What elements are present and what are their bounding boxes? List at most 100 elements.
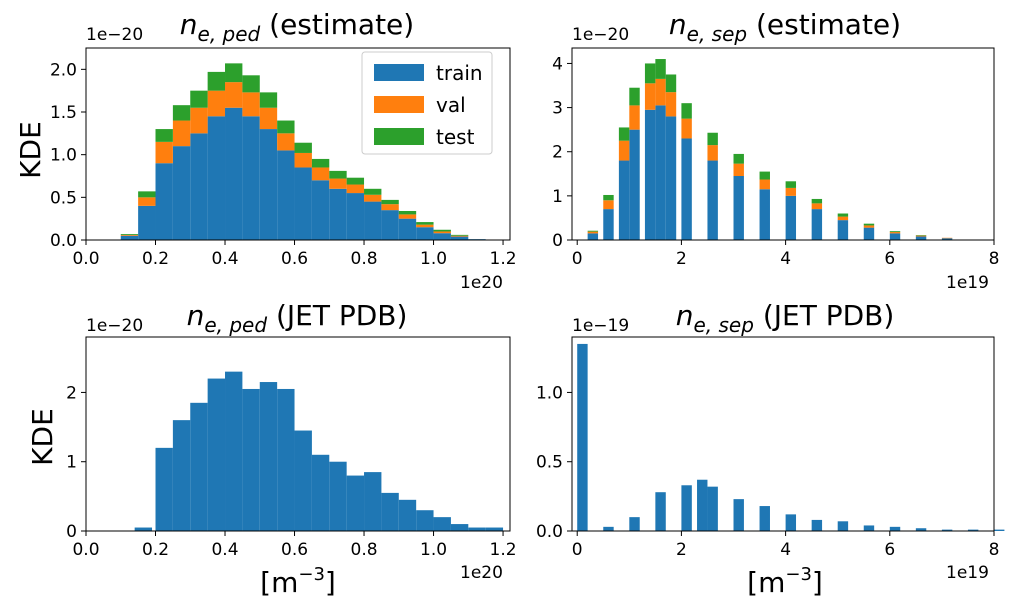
bar-test bbox=[155, 129, 173, 142]
legend: train val test bbox=[361, 51, 493, 155]
x-tick-label: 4 bbox=[780, 540, 791, 560]
legend-swatch-train bbox=[374, 64, 424, 81]
x-tick-label: 1.0 bbox=[420, 540, 447, 560]
bar-train bbox=[941, 238, 953, 240]
bar-test bbox=[644, 63, 656, 84]
bar-train bbox=[759, 506, 770, 531]
bar-train bbox=[381, 210, 399, 240]
x-tick-label: 2 bbox=[676, 249, 687, 269]
axes-frame bbox=[85, 47, 511, 241]
y-tick-label: 4 bbox=[552, 54, 563, 74]
bar-test bbox=[277, 120, 295, 134]
bar-train bbox=[603, 526, 614, 531]
x-offset-label: 1e20 bbox=[460, 273, 503, 293]
bar-val bbox=[603, 200, 614, 210]
y-tick-label: 2 bbox=[66, 383, 77, 403]
x-tick-label: 6 bbox=[884, 249, 895, 269]
bar-train bbox=[190, 402, 208, 531]
bar-test bbox=[225, 63, 243, 83]
bar-val bbox=[733, 163, 744, 176]
x-tick-label: 1.2 bbox=[490, 249, 517, 269]
bar-val bbox=[364, 194, 382, 202]
bar-val bbox=[629, 105, 640, 130]
bar-test bbox=[629, 87, 640, 106]
bar-test bbox=[381, 199, 399, 205]
x-offset-label: 1e20 bbox=[460, 563, 503, 583]
bar-train bbox=[629, 517, 640, 531]
bar-test bbox=[207, 71, 226, 91]
x-tick-label: 0.4 bbox=[211, 540, 238, 560]
y-tick-label: 1.0 bbox=[536, 383, 563, 403]
bar-train bbox=[577, 343, 588, 531]
y-offset-label: 1e−20 bbox=[86, 316, 143, 336]
panel-ne-sep-jet-pdb: ne, sep (JET PDB) 1e−19 1e19 [m−3] 0 2 4 6 8… bbox=[536, 299, 1005, 599]
bar-val bbox=[941, 237, 953, 239]
bar-train bbox=[172, 420, 191, 531]
bar-train bbox=[134, 527, 153, 531]
bar-train bbox=[665, 116, 677, 240]
bar-train bbox=[681, 138, 692, 240]
bar-train bbox=[416, 510, 434, 531]
bar-train bbox=[138, 205, 156, 240]
y-tick-label: 1.5 bbox=[50, 103, 77, 123]
panel-title: ne, ped (estimate) bbox=[180, 8, 414, 46]
bar-test bbox=[294, 142, 312, 153]
bar-test bbox=[733, 153, 744, 164]
bar-val bbox=[785, 187, 797, 196]
y-tick-label: 0 bbox=[552, 231, 563, 251]
bar-train bbox=[889, 526, 901, 531]
bar-train bbox=[207, 378, 226, 531]
bar-train bbox=[915, 236, 927, 240]
panel-ne-sep-estimate: ne, sep (estimate) 1e−20 1e19 0 2 4 6 8 0 1 2 3 4 bbox=[552, 8, 999, 293]
bar-test bbox=[707, 132, 718, 146]
panel-title: ne, sep (JET PDB) bbox=[676, 299, 895, 337]
bar-test bbox=[242, 75, 260, 93]
x-tick-label: 0.8 bbox=[351, 249, 378, 269]
bar-val bbox=[863, 225, 875, 228]
bar-train bbox=[785, 195, 797, 240]
bar-val bbox=[811, 203, 823, 210]
bar-train bbox=[311, 180, 330, 240]
bar-test bbox=[665, 74, 677, 93]
bar-train bbox=[364, 472, 382, 531]
y-tick-label: 3 bbox=[552, 99, 563, 119]
bar-train bbox=[785, 514, 797, 531]
x-tick-label: 8 bbox=[989, 249, 1000, 269]
bar-val bbox=[120, 234, 139, 236]
bar-test bbox=[618, 127, 630, 141]
bar-train bbox=[629, 129, 640, 240]
bar-val bbox=[450, 235, 469, 237]
bar-val bbox=[225, 82, 243, 108]
legend-swatch-val bbox=[374, 96, 424, 113]
x-tick-label: 1.0 bbox=[420, 249, 447, 269]
x-tick-label: 0 bbox=[572, 540, 583, 560]
x-tick-label: 0.4 bbox=[211, 249, 238, 269]
y-tick-label: 0.5 bbox=[536, 453, 563, 473]
bar-val bbox=[190, 107, 208, 134]
bar-train bbox=[346, 193, 365, 240]
plot-area: 0 2 4 6 8 0.0 0.5 1.0 bbox=[536, 336, 1005, 560]
bar-test bbox=[398, 210, 417, 215]
bar-train bbox=[242, 388, 260, 531]
axes-frame bbox=[85, 336, 511, 532]
bar-test bbox=[785, 181, 797, 188]
bar-train bbox=[811, 519, 823, 531]
bar-train bbox=[655, 105, 666, 241]
plot-area: 0 2 4 6 8 0 1 2 3 4 bbox=[552, 47, 1000, 269]
bar-train bbox=[294, 167, 312, 240]
bar-val bbox=[587, 231, 599, 234]
y-offset-label: 1e−20 bbox=[86, 25, 143, 45]
legend-label-train: train bbox=[436, 61, 483, 85]
bar-train bbox=[155, 447, 173, 531]
x-tick-label: 0 bbox=[572, 249, 583, 269]
bar-train bbox=[225, 371, 243, 531]
y-tick-label: 1 bbox=[552, 187, 563, 207]
y-tick-label: 2.0 bbox=[50, 60, 77, 80]
bar-val bbox=[277, 133, 295, 151]
bar-val bbox=[294, 152, 312, 168]
y-tick-label: 0.5 bbox=[50, 188, 77, 208]
bar-train bbox=[398, 499, 417, 531]
bar-train bbox=[733, 499, 744, 531]
x-tick-label: 0.2 bbox=[142, 249, 169, 269]
bar-val bbox=[138, 197, 156, 206]
